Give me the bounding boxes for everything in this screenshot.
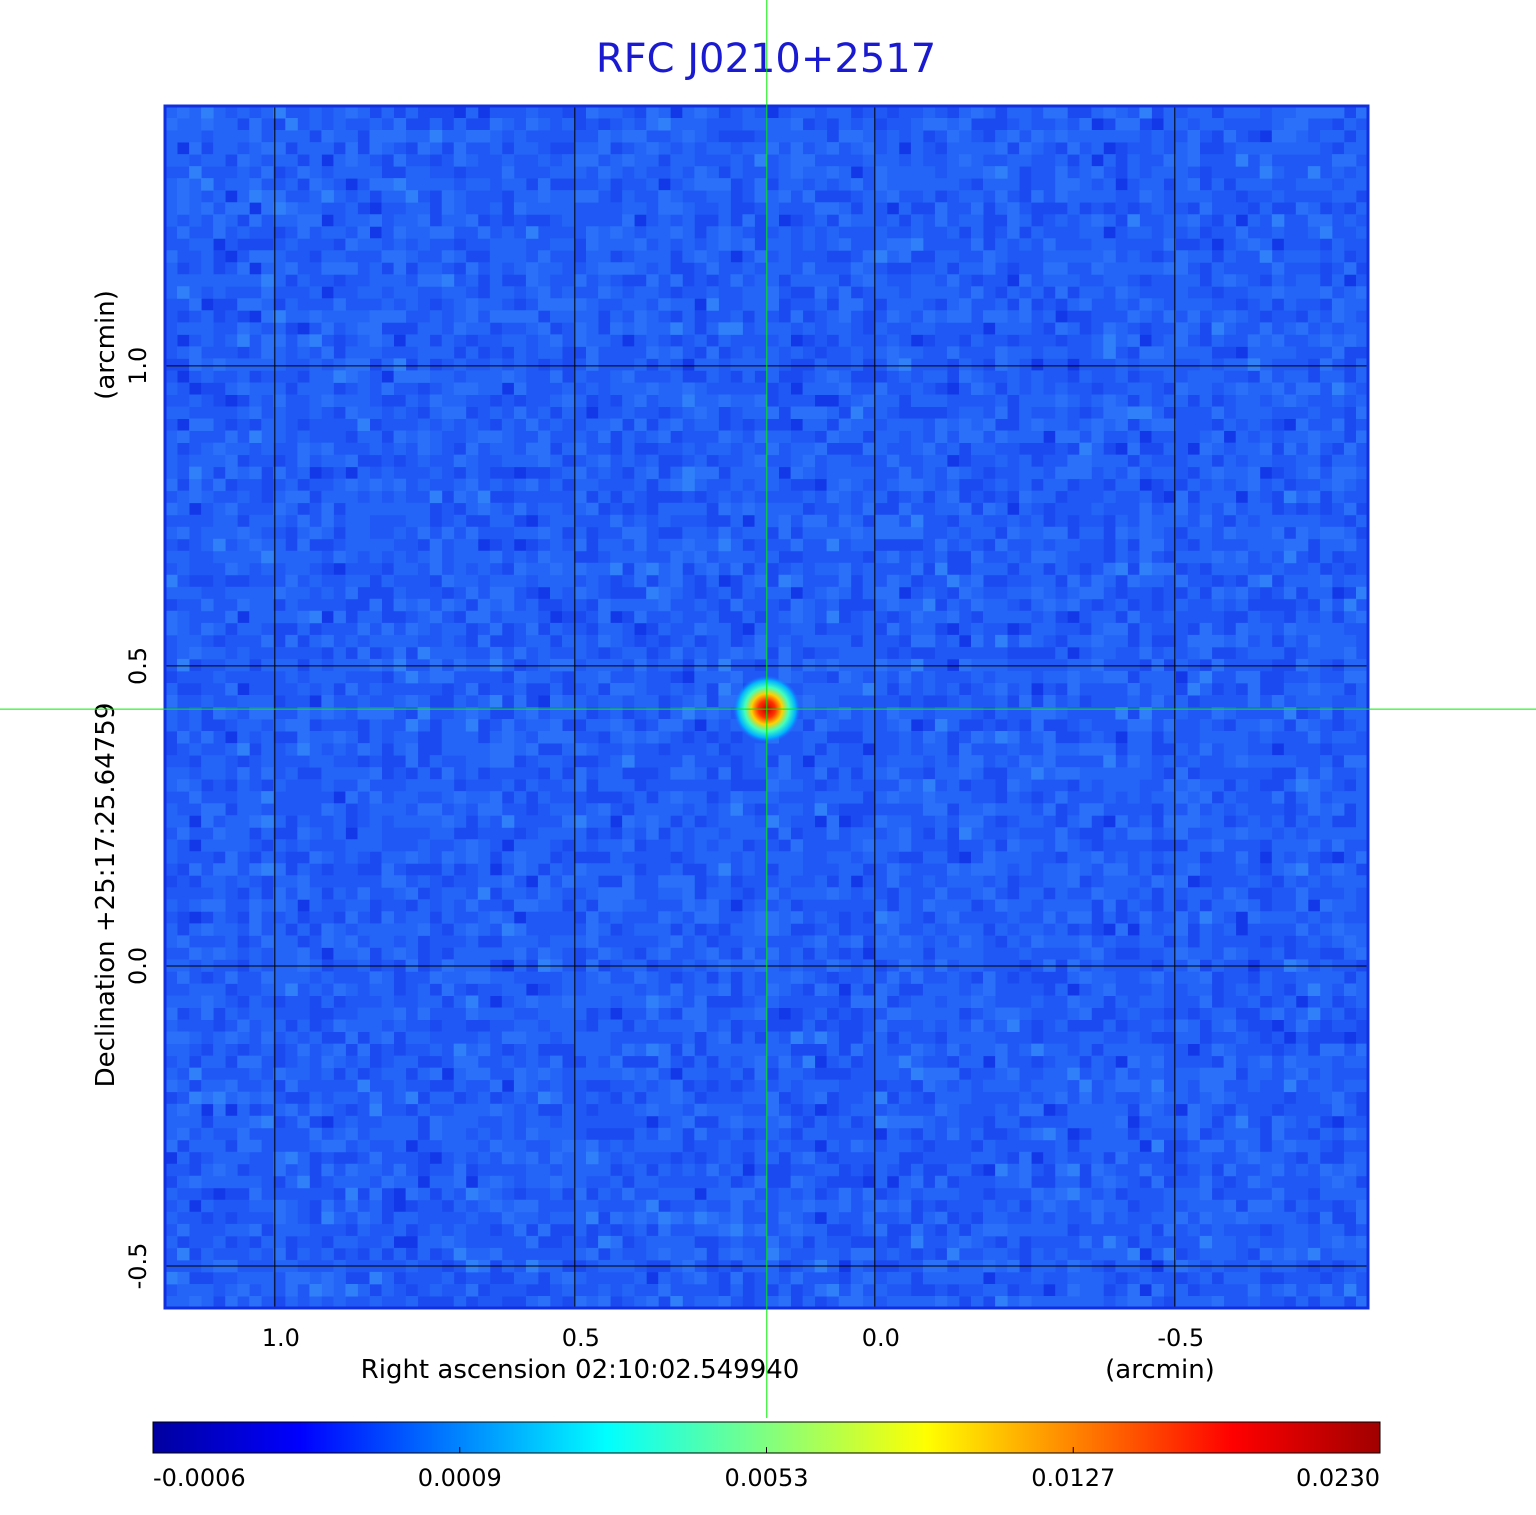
pixel-group [165,106,1369,1309]
colorbar-tick-label: 0.0053 [725,1464,809,1492]
y-axis-label: Declination +25:17:25.64759 [91,703,121,1088]
x-axis-unit: (arcmin) [1105,1355,1215,1385]
x-tick-label: 0.5 [562,1324,600,1352]
x-axis-label: Right ascension 02:10:02.549940 [361,1355,800,1385]
y-tick-label: 1.0 [124,347,152,385]
y-axis-unit: (arcmin) [91,290,121,400]
colorbar-tick-label: 0.0009 [418,1464,502,1492]
colorbar-tick-label: 0.0127 [1031,1464,1115,1492]
x-tick-label: 0.0 [862,1324,900,1352]
colorbar-tick-label: 0.0230 [1296,1464,1380,1492]
y-tick-label: 0.0 [124,947,152,985]
y-tick-label: 0.5 [124,647,152,685]
x-tick-label: -0.5 [1157,1324,1204,1352]
chart-title: RFC J0210+2517 [596,36,936,82]
pixel-group [165,106,1357,1297]
y-tick-label: -0.5 [124,1243,152,1290]
colorbar-tick-label: -0.0006 [153,1464,246,1492]
x-tick-label: 1.0 [262,1324,300,1352]
